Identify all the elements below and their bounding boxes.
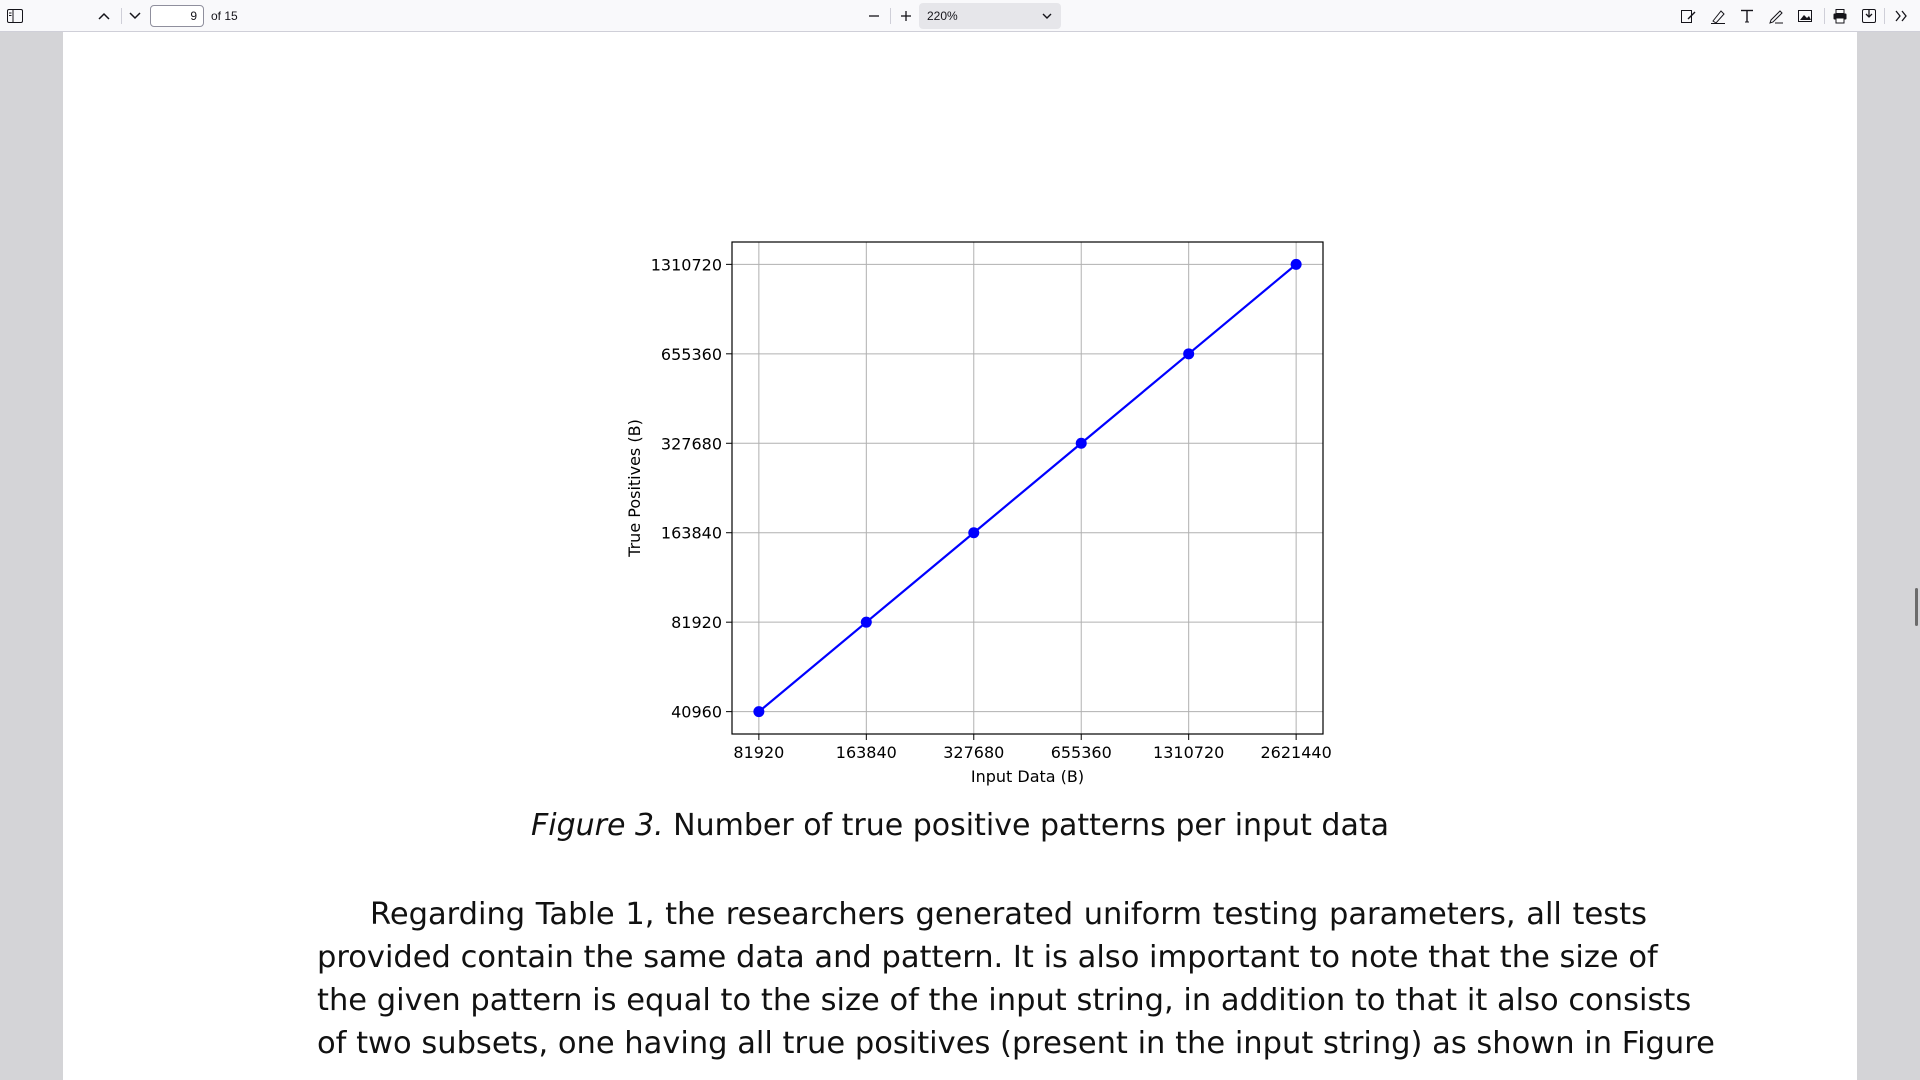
image-icon[interactable] — [1795, 6, 1815, 26]
pdf-page — [63, 32, 1857, 1080]
chevron-down-icon — [1042, 13, 1052, 19]
data-point — [1183, 348, 1195, 360]
print-icon[interactable] — [1830, 6, 1850, 26]
save-icon[interactable] — [1859, 6, 1879, 26]
data-point — [753, 706, 765, 718]
x-tick-label: 2621440 — [1261, 743, 1332, 762]
page-number-input[interactable] — [150, 5, 204, 27]
data-point — [1075, 437, 1087, 449]
x-tick-label: 81920 — [733, 743, 784, 762]
more-tools-icon[interactable] — [1891, 6, 1911, 26]
minus-icon — [869, 15, 879, 17]
paragraph-line: of two subsets, one having all true posi… — [317, 1026, 1715, 1061]
x-tick-label: 1310720 — [1153, 743, 1224, 762]
zoom-value: 220% — [927, 9, 958, 23]
draw-icon[interactable] — [1766, 6, 1786, 26]
scrollbar-thumb[interactable] — [1915, 588, 1918, 626]
chevron-down-icon — [129, 12, 141, 20]
x-tick-label: 655360 — [1051, 743, 1112, 762]
sidebar-toggle-icon[interactable] — [6, 8, 24, 24]
zoom-out-button[interactable] — [864, 6, 884, 26]
x-tick-label: 327680 — [943, 743, 1004, 762]
body-paragraph: Regarding Table 1, the researchers gener… — [317, 893, 1715, 1065]
next-page-button[interactable] — [125, 6, 145, 26]
paragraph-line: provided contain the same data and patte… — [317, 940, 1658, 975]
x-axis-label: Input Data (B) — [971, 767, 1084, 786]
plot-frame — [731, 241, 1324, 735]
paragraph-line: Regarding Table 1, the researchers gener… — [370, 897, 1647, 932]
data-point — [860, 616, 872, 628]
series-line — [758, 263, 1297, 713]
y-tick-label: 81920 — [671, 613, 722, 632]
line-chart: 81920 163840 327680 655360 1310720 2621440 409… — [625, 241, 1332, 786]
pdf-toolbar: of 15 220% — [0, 0, 1920, 32]
figure-caption: Figure 3. Number of true positive patter… — [0, 808, 1920, 843]
caption-figure-label: Figure 3. — [531, 808, 664, 843]
zoom-select[interactable]: 220% — [919, 3, 1061, 29]
paragraph-line: the given pattern is equal to the size o… — [317, 983, 1692, 1018]
y-axis-label: True Positives (B) — [625, 419, 644, 558]
text-icon[interactable] — [1737, 6, 1757, 26]
x-tick-label: 163840 — [836, 743, 897, 762]
chevron-up-icon — [98, 12, 110, 20]
y-tick-label: 655360 — [661, 345, 722, 364]
y-tick-label: 1310720 — [651, 255, 722, 274]
edit-pdf-icon[interactable] — [1678, 6, 1698, 26]
y-tick-label: 40960 — [671, 703, 722, 722]
highlight-icon[interactable] — [1708, 6, 1728, 26]
page-count-label: of 15 — [211, 9, 238, 23]
plus-icon — [901, 11, 911, 21]
caption-text: Number of true positive patterns per inp… — [663, 808, 1389, 843]
zoom-in-button[interactable] — [896, 6, 916, 26]
y-tick-label: 327680 — [661, 434, 722, 453]
y-tick-label: 163840 — [661, 524, 722, 543]
data-point — [1290, 258, 1302, 270]
previous-page-button[interactable] — [94, 6, 114, 26]
data-point — [968, 527, 980, 539]
